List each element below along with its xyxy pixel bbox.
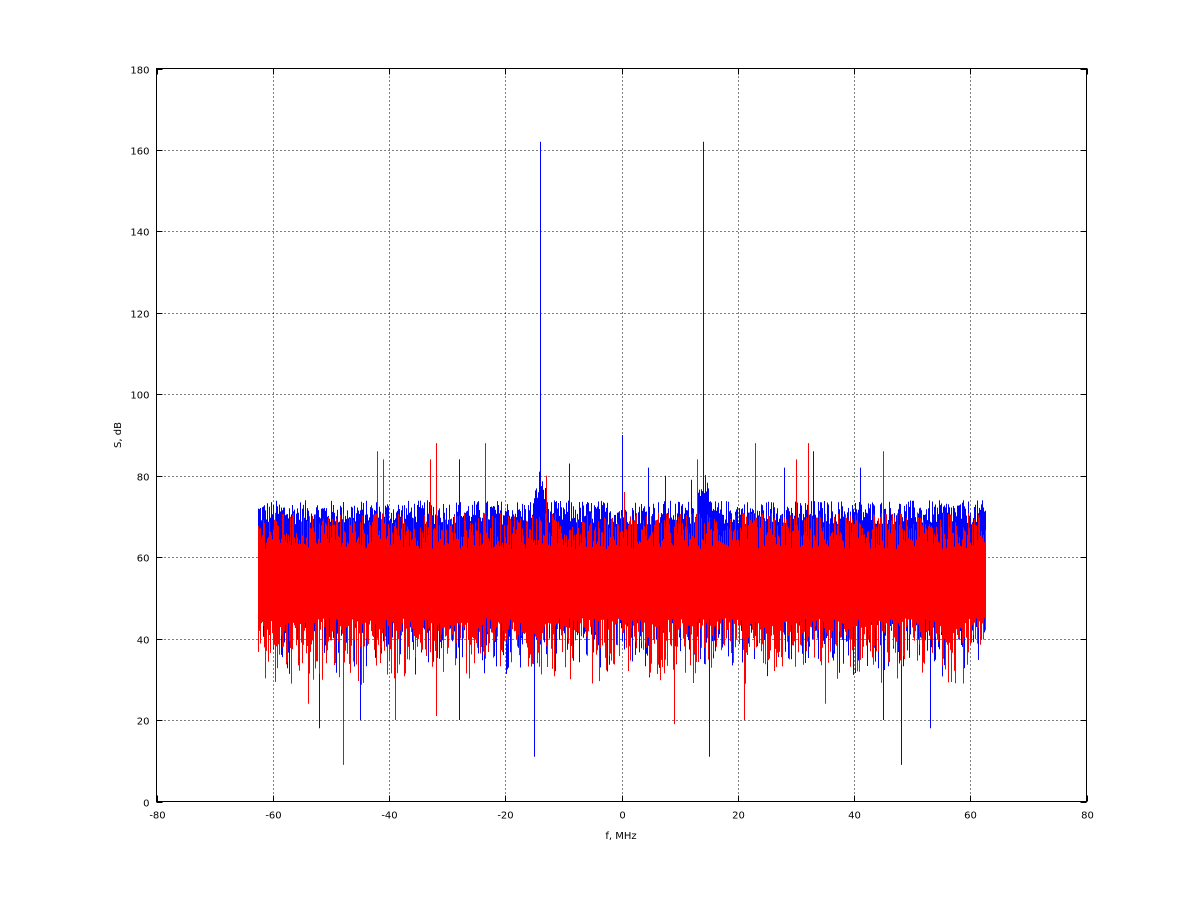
x-axis-label: f, MHz [605,831,636,842]
x-tick-label: 40 [848,811,861,822]
ticks: -80 -60 -40 -20 0 20 40 60 80 0 20 40 60 80 100 120 140 1… [130,66,1093,822]
x-tick-label: 20 [732,811,745,822]
x-tick-label: -80 [149,811,165,822]
y-axis-label: S, dB [113,422,124,448]
y-tick-label: 20 [137,717,150,728]
series-layer [258,141,986,765]
y-tick-label: 140 [130,228,149,239]
y-tick-label: 0 [143,799,149,810]
x-tick-label: 60 [964,811,977,822]
x-tick-label: -40 [381,811,397,822]
grid [156,68,1087,802]
x-tick-label: -20 [497,811,513,822]
y-tick-label: 60 [137,554,150,565]
y-tick-label: 40 [137,636,150,647]
y-tick-label: 100 [130,391,149,402]
y-tick-label: 180 [130,66,149,77]
y-tick-label: 80 [137,473,150,484]
series-0 [258,141,986,765]
x-tick-label: 80 [1081,811,1094,822]
series-1 [258,443,986,765]
noise-band [258,512,986,685]
plot-frame [156,68,1087,802]
x-tick-label: 0 [619,811,625,822]
y-tick-label: 160 [130,147,149,158]
y-tick-label: 120 [130,310,149,321]
x-tick-label: -60 [265,811,281,822]
